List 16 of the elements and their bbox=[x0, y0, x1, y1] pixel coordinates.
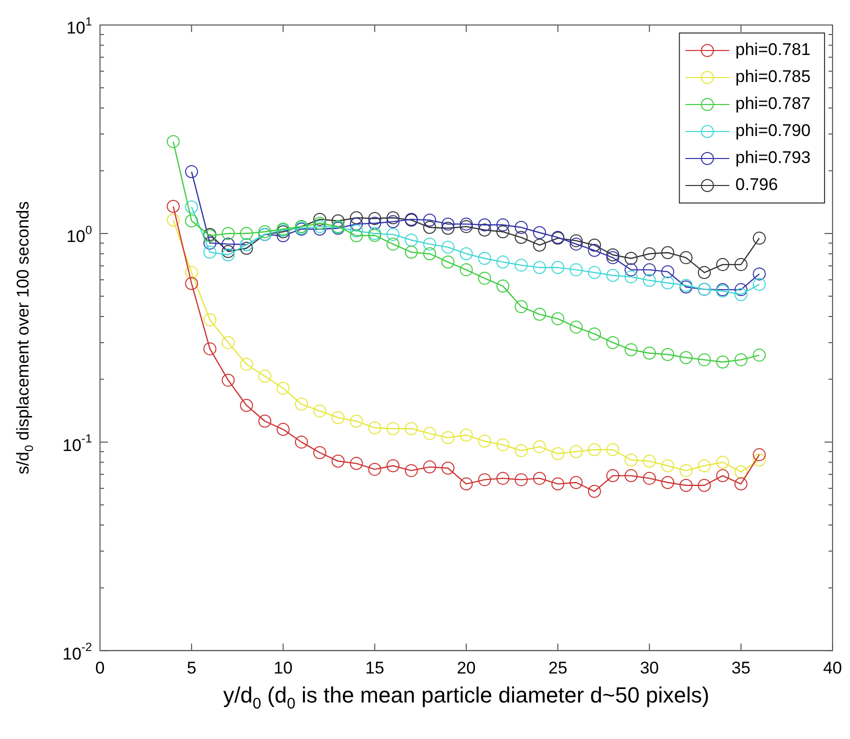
x-tick-label: 0 bbox=[95, 658, 105, 678]
x-tick-label: 35 bbox=[732, 658, 750, 678]
legend-label: phi=0.785 bbox=[735, 67, 811, 86]
x-tick-label: 15 bbox=[365, 658, 384, 678]
x-tick-label: 10 bbox=[274, 658, 293, 678]
x-tick-label: 40 bbox=[823, 658, 842, 678]
x-tick-label: 30 bbox=[640, 658, 659, 678]
x-tick-label: 5 bbox=[186, 658, 196, 678]
legend-label: phi=0.793 bbox=[735, 148, 811, 168]
x-tick-label: 20 bbox=[456, 658, 476, 678]
x-tick-label: 25 bbox=[548, 658, 568, 678]
legend-label: phi=0.787 bbox=[735, 94, 811, 114]
legend-label: phi=0.781 bbox=[735, 40, 811, 60]
legend-label: phi=0.790 bbox=[735, 121, 811, 140]
legend-label: 0.796 bbox=[735, 175, 778, 194]
y-axis-title: s/d0 displacement over 100 seconds bbox=[14, 201, 36, 474]
